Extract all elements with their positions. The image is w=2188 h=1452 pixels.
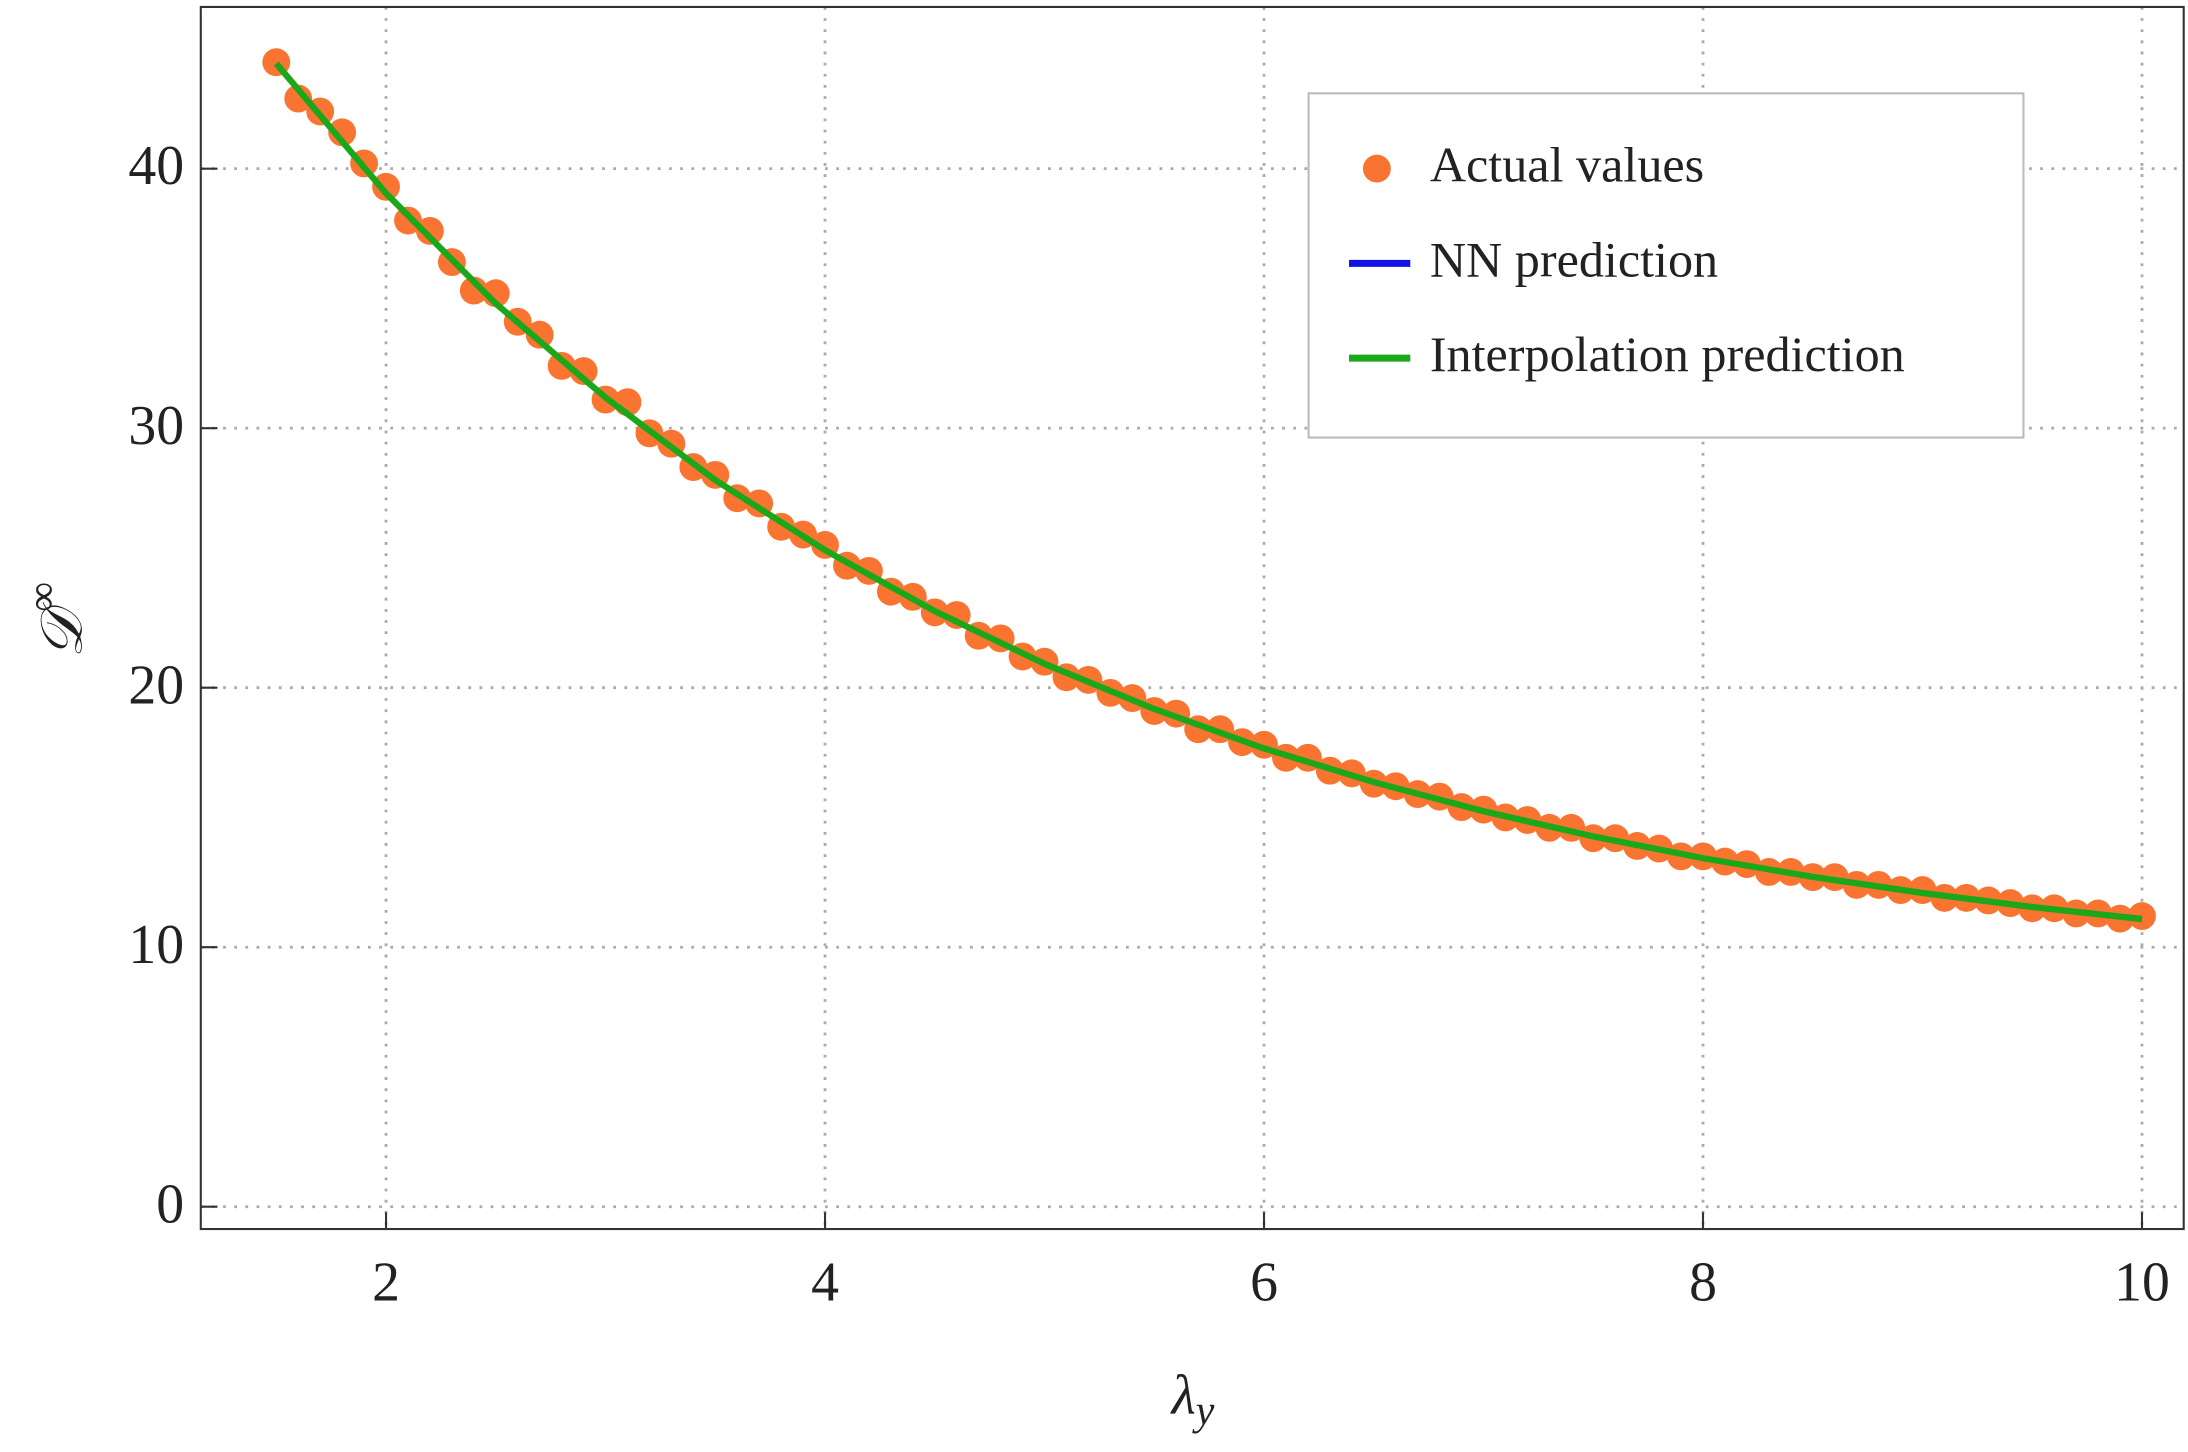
y-tick-label: 20 xyxy=(128,654,184,716)
data-point xyxy=(284,84,313,113)
y-tick-label: 40 xyxy=(128,135,184,197)
x-label-main: λ xyxy=(1170,1364,1196,1426)
data-point xyxy=(372,172,400,201)
y-label-main: 𝒟 xyxy=(30,601,95,658)
legend-label: Actual values xyxy=(1430,137,1704,193)
data-point xyxy=(525,320,554,349)
y-tick-label: 30 xyxy=(128,395,184,457)
x-tick-label: 4 xyxy=(811,1251,839,1313)
legend-box xyxy=(1307,92,2025,439)
data-point xyxy=(459,276,488,305)
data-point xyxy=(416,216,444,245)
marks xyxy=(262,48,2156,933)
data-point xyxy=(328,118,357,147)
data-point xyxy=(394,206,422,235)
y-label-sup: ∞ xyxy=(20,582,66,612)
y-axis-label: 𝒟∞ xyxy=(20,582,95,658)
x-label-sub: y xyxy=(1192,1388,1215,1434)
data-point xyxy=(569,357,598,386)
x-tick-label: 2 xyxy=(372,1251,400,1313)
legend-marker xyxy=(1362,154,1391,183)
legend-label: Interpolation prediction xyxy=(1430,326,1905,382)
y-tick-label: 0 xyxy=(156,1173,184,1235)
line xyxy=(273,61,2143,923)
data-point xyxy=(547,351,576,380)
x-tick-label: 6 xyxy=(1250,1251,1278,1313)
x-tick-label: 10 xyxy=(2114,1251,2170,1313)
y-tick-label: 10 xyxy=(128,914,184,976)
plot-frame xyxy=(199,5,2185,1231)
x-axis-label: λy xyxy=(1170,1364,1215,1434)
legend: Actual values NN prediction Interpolation … xyxy=(1307,92,2025,439)
x-tick-label: 8 xyxy=(1689,1251,1717,1313)
legend-label: NN prediction xyxy=(1430,231,1718,287)
